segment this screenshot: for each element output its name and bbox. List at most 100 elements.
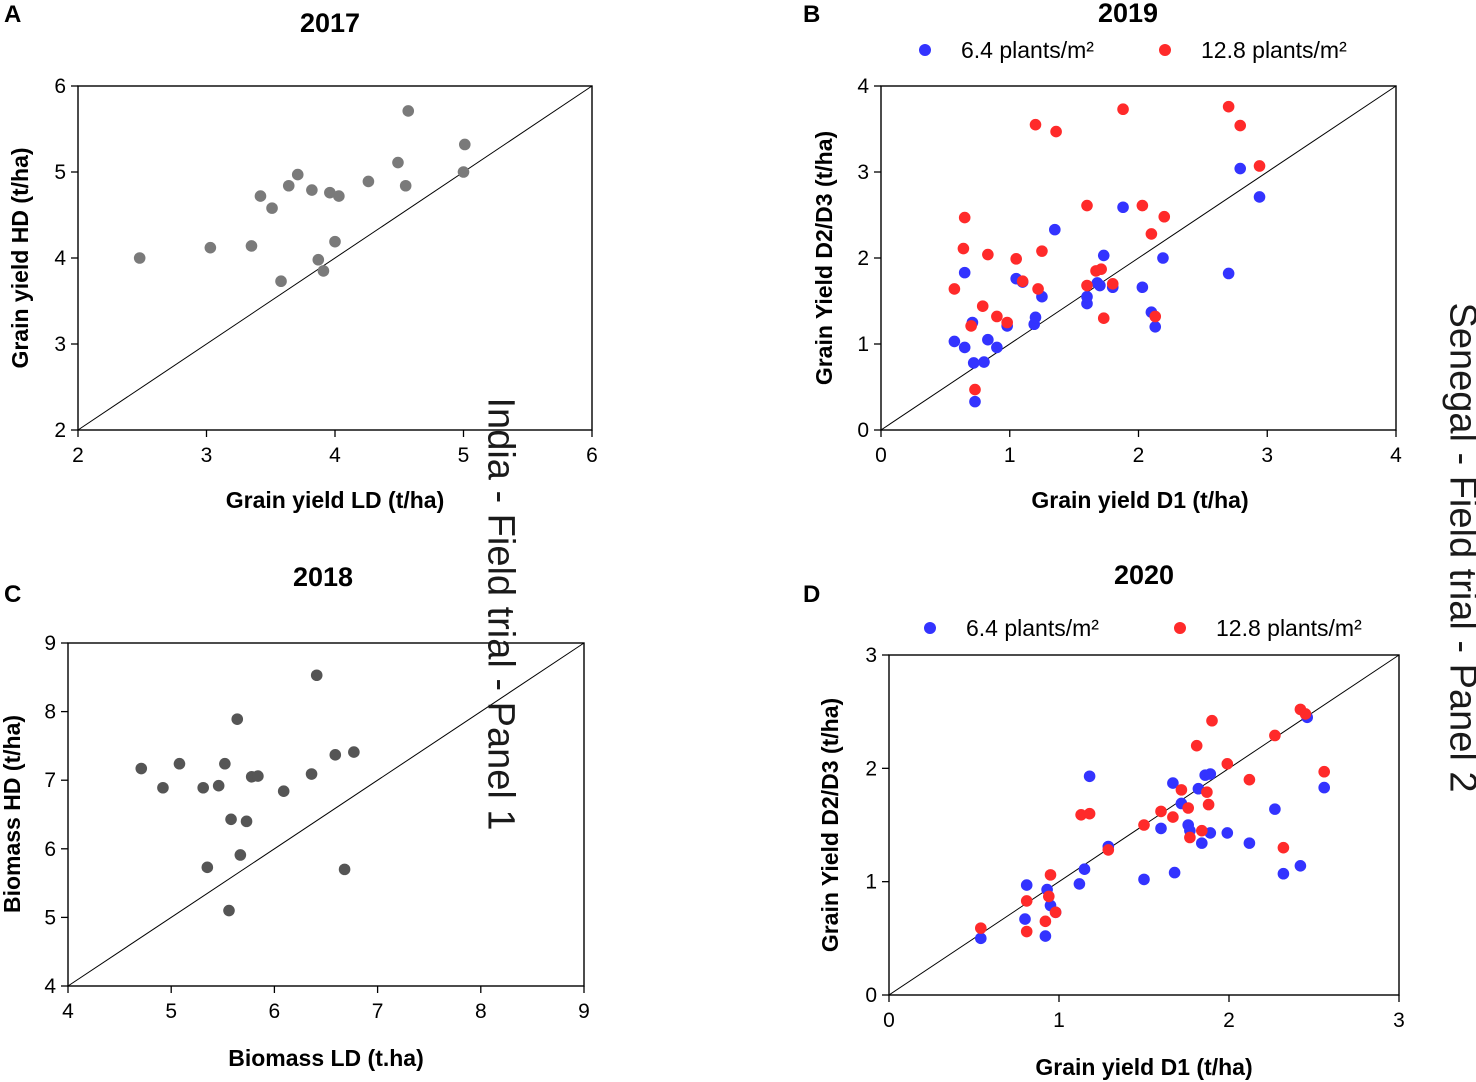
data-point	[1049, 906, 1062, 919]
data-point	[1020, 895, 1033, 907]
data-point	[1001, 316, 1013, 329]
data-point	[1117, 103, 1129, 116]
data-point	[333, 190, 345, 202]
chart-title: 2017	[300, 8, 360, 38]
legend-label: 12.8 plants/m²	[1201, 37, 1347, 63]
side-label-senegal: Senegal - Field trial - Panel 2	[1441, 302, 1476, 792]
data-point	[1081, 279, 1093, 292]
plot-2017: 2017 2 3 4 5 6 2 3 4 5 6 Grain yield LD (t/ha) Grain…	[7, 8, 598, 513]
data-point	[1269, 729, 1281, 742]
y-tick-label: 2	[54, 419, 66, 442]
data-point	[1175, 784, 1188, 796]
data-point	[135, 762, 148, 775]
x-tick-label: 0	[875, 444, 887, 467]
y-axis-label: Grain Yield D2/D3 (t/ha)	[811, 131, 837, 385]
data-point	[1222, 267, 1235, 280]
data-point	[231, 713, 244, 725]
data-point	[1182, 802, 1194, 814]
x-tick-label: 5	[165, 1000, 177, 1023]
x-axis-label: Grain yield D1 (t/ha)	[1031, 487, 1248, 513]
data-point	[1206, 714, 1218, 727]
identity-line	[67, 642, 585, 987]
data-point	[1020, 879, 1033, 891]
data-point	[1155, 822, 1167, 835]
data-point	[1155, 805, 1167, 818]
data-point	[982, 333, 994, 346]
data-point	[1016, 275, 1029, 288]
legend-label: 6.4 plants/m²	[966, 615, 1099, 641]
data-point	[338, 863, 351, 876]
data-point	[958, 341, 971, 354]
data-point	[305, 768, 318, 780]
panel-letter-b: B	[803, 1, 820, 28]
data-point	[1044, 869, 1057, 881]
x-tick-label: 2	[1223, 1009, 1235, 1032]
data-point	[1020, 925, 1033, 938]
data-point	[1075, 809, 1087, 821]
x-tick-label: 5	[458, 444, 470, 467]
y-tick-label: 5	[44, 906, 56, 929]
data-point	[1234, 119, 1247, 132]
side-label-india: India - Field trial - Panel 1	[479, 397, 522, 831]
data-point	[1190, 739, 1203, 752]
y-tick-label: 4	[857, 75, 869, 98]
data-point	[1029, 311, 1042, 324]
x-tick-label: 4	[62, 1000, 74, 1023]
data-point	[1050, 125, 1062, 138]
panel-letter-a: A	[4, 1, 21, 28]
legend-label: 12.8 plants/m²	[1216, 615, 1362, 641]
data-point	[976, 300, 989, 312]
legend-marker	[919, 44, 931, 56]
panel-letter-d: D	[803, 581, 820, 608]
legend-marker	[924, 622, 936, 634]
data-point	[958, 211, 971, 224]
x-tick-label: 1	[1004, 444, 1016, 467]
data-point	[291, 168, 304, 181]
data-point	[1136, 281, 1149, 294]
data-point	[1253, 191, 1266, 203]
x-tick-label: 3	[1261, 444, 1273, 467]
data-point	[1097, 312, 1110, 325]
panel-c: C 2018 4 5 6 7 8 9 4 5 6 7 8 9 Biomass LD (t.ha) Bioma…	[0, 562, 590, 1071]
y-axis-label: Grain Yield D2/D3 (t/ha)	[817, 698, 843, 952]
data-point	[329, 749, 342, 761]
data-point	[458, 138, 471, 151]
data-point	[965, 320, 977, 332]
data-point	[1049, 223, 1061, 236]
y-tick-label: 3	[54, 333, 66, 356]
plot-2018: 2018 4 5 6 7 8 9 4 5 6 7 8 9 Biomass LD (t.ha) Biomass…	[0, 562, 590, 1071]
data-point	[991, 310, 1003, 323]
data-point	[1294, 860, 1307, 872]
data-point	[1221, 827, 1234, 839]
data-point	[317, 265, 330, 277]
data-point	[1318, 765, 1330, 778]
data-point	[969, 383, 981, 396]
data-point	[1299, 708, 1312, 720]
data-point	[1106, 278, 1119, 290]
legend-label: 6.4 plants/m²	[961, 37, 1094, 63]
x-axis-label: Biomass LD (t.ha)	[228, 1045, 424, 1071]
y-tick-label: 7	[44, 769, 56, 792]
plot-2019: 2019 0 1 2 3 4 0 1 2 3 4 Grain yield D1 (t/ha) Grain…	[811, 0, 1402, 513]
data-point	[1117, 201, 1129, 214]
data-point	[457, 166, 470, 178]
y-tick-label: 8	[44, 701, 56, 724]
data-point	[978, 356, 990, 368]
data-point	[225, 813, 237, 826]
y-tick-label: 3	[857, 161, 869, 184]
x-axis-label: Grain yield D1 (t/ha)	[1035, 1054, 1252, 1080]
y-tick-label: 6	[44, 838, 56, 861]
data-point	[1032, 283, 1044, 295]
data-point	[392, 156, 404, 169]
data-point	[1010, 253, 1022, 265]
x-axis-label: Grain yield LD (t/ha)	[226, 487, 445, 513]
data-point	[402, 105, 415, 117]
data-point	[399, 179, 412, 192]
data-point	[1157, 252, 1169, 264]
x-tick-label: 4	[329, 444, 341, 467]
y-tick-label: 2	[857, 247, 869, 270]
x-tick-label: 4	[1390, 444, 1402, 467]
legend-marker	[1174, 622, 1186, 634]
data-point	[1039, 915, 1052, 928]
data-point	[1095, 263, 1107, 275]
